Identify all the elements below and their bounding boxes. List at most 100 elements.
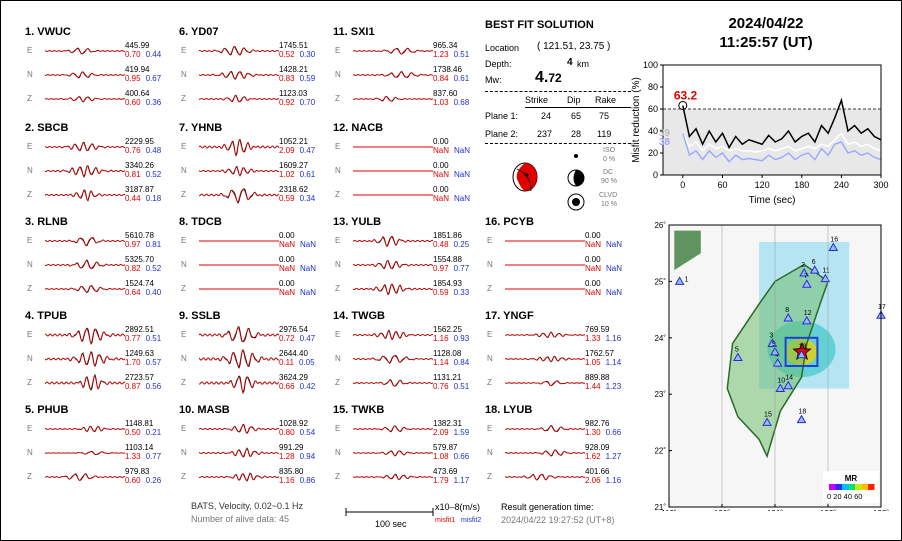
lon-tick-label: 119˚ (661, 509, 677, 511)
misfit2-value: 1.27 (605, 452, 622, 461)
legend-swatch (842, 484, 849, 490)
series-blue-line (682, 132, 882, 163)
mr-legend: MR 0 20 40 60 (823, 471, 879, 503)
lon-tick-label: 121˚ (767, 509, 783, 511)
misfit1-value: NaN (433, 170, 450, 179)
misfit-values: 0.97 0.77 (433, 264, 469, 273)
synthetic-trace (199, 139, 279, 157)
synthetic-trace (199, 46, 279, 55)
synthetic-trace (505, 449, 585, 457)
misfit2-value: 0.18 (145, 194, 162, 203)
waveform-trace (199, 423, 279, 435)
synthetic-trace (45, 142, 125, 152)
misfit-values: 0.87 0.56 (125, 382, 161, 391)
lat-tick-label: 23˚ (654, 390, 666, 399)
lat-tick-label: 24˚ (654, 334, 666, 343)
synthetic-trace (199, 189, 279, 203)
component-label: Z (27, 190, 32, 199)
station-title: 11. SXI1 (333, 26, 375, 38)
lat-tick-label: 25˚ (654, 277, 666, 286)
component-label: N (181, 70, 187, 79)
waveform-trace (45, 450, 125, 456)
waveform-trace (199, 326, 279, 343)
iso-icon (574, 154, 578, 158)
misfit-values: NaN NaN (433, 194, 470, 203)
misfit-values: 0.60 0.26 (125, 476, 161, 485)
component-label: E (181, 330, 187, 339)
station-triangle-icon (796, 349, 807, 359)
misfit1-value: 0.72 (279, 334, 295, 343)
misfit-values: NaN NaN (433, 146, 470, 155)
synthetic-trace (353, 425, 433, 432)
station-triangle-icon (783, 380, 794, 390)
misfit1-value: NaN (279, 288, 296, 297)
misfit1-value: 0.48 (433, 240, 449, 249)
misfit2-value: 0.47 (299, 146, 316, 155)
amplitude-value: 0.00 (279, 255, 295, 264)
waveform-trace (199, 264, 279, 266)
station-triangle-icon (799, 267, 810, 277)
misfit1-value: 1.02 (279, 170, 295, 179)
station-panel: 18. LYUB E 982.76 1.30 0.66 N 928.09 1.62 1.27 Z 4… (485, 404, 643, 498)
misfit2-value: 0.05 (298, 358, 315, 367)
station-triangle-icon (828, 242, 839, 252)
location-value: ( 121.51, 23.75 ) (537, 41, 611, 52)
lon-tick-label: 123˚ (873, 509, 889, 511)
series-black-line (682, 97, 882, 150)
station-title: 16. PCYB (485, 216, 534, 228)
component-label: Z (181, 284, 186, 293)
misfit2-value: 0.52 (145, 264, 162, 273)
mainland-coast (674, 230, 701, 271)
synthetic-trace (353, 473, 433, 480)
synthetic-trace (505, 355, 585, 362)
legend-title: MR (845, 474, 858, 483)
misfit1-value: 0.77 (125, 334, 141, 343)
misfit2-value: 1.16 (605, 334, 622, 343)
amplitude-value: 419.94 (125, 65, 150, 74)
misfit2-value: 0.77 (453, 264, 470, 273)
legend-swatch (848, 484, 855, 490)
misfit2-value: NaN (300, 240, 317, 249)
x-tick-label: 300 (873, 180, 888, 190)
component-label: N (27, 354, 33, 363)
amplitude-value: 1762.57 (585, 349, 614, 358)
synthetic-trace (45, 473, 125, 481)
col-dip: Dip (567, 95, 581, 105)
col-rake: Rake (595, 95, 617, 105)
component-label: E (27, 46, 33, 55)
beachball-icon (512, 162, 538, 192)
misfit-values: 0.84 0.61 (433, 74, 469, 83)
misfit2-value: 1.17 (453, 476, 470, 485)
misfit2-value: 0.25 (453, 240, 470, 249)
misfit-values: 0.76 0.51 (433, 382, 469, 391)
station-number: 9 (772, 341, 776, 348)
marker-label: 63.2 (674, 88, 698, 102)
station-title: 13. YULB (333, 216, 382, 228)
component-label: N (181, 260, 187, 269)
station-number: 6 (812, 259, 816, 266)
synthetic-trace (199, 472, 279, 481)
time-scale-bar (345, 508, 434, 516)
synthetic-trace (353, 95, 433, 102)
misfit1-value: 0.82 (125, 264, 141, 273)
waveform-trace (199, 188, 279, 204)
station-title: 17. YNGF (485, 310, 534, 322)
misfit1-value: 0.60 (125, 98, 141, 107)
station-panel: 4. TPUB E 2892.51 0.77 0.51 N 1249.63 1.70 0.57 Z… (25, 310, 183, 404)
iso-label: ISO (603, 147, 616, 154)
x-tick-label: 120 (755, 180, 770, 190)
component-label: N (487, 448, 493, 457)
amplitude-value: 979.83 (125, 467, 150, 476)
station-panel: 13. YULB E 1851.86 0.48 0.25 N 1554.88 0.97 0.77… (333, 216, 491, 310)
y-tick-label: 60 (648, 104, 658, 114)
station-title: 1. VWUC (25, 26, 71, 38)
station-triangle-icon (772, 358, 783, 367)
amplitude-value: 1052.21 (279, 137, 308, 146)
station-panel: 16. PCYB E 0.00 NaN NaN N 0.00 NaN NaN Z 0.00 NaN Na… (485, 216, 643, 310)
station-panel: 7. YHNB E 1052.21 2.09 0.47 N 1609.27 1.02 0.61 Z… (179, 122, 337, 216)
component-label: E (181, 142, 187, 151)
amplitude-value: 2644.40 (279, 349, 308, 358)
misfit2-value: 0.36 (145, 98, 162, 107)
waveform-trace (353, 95, 433, 102)
